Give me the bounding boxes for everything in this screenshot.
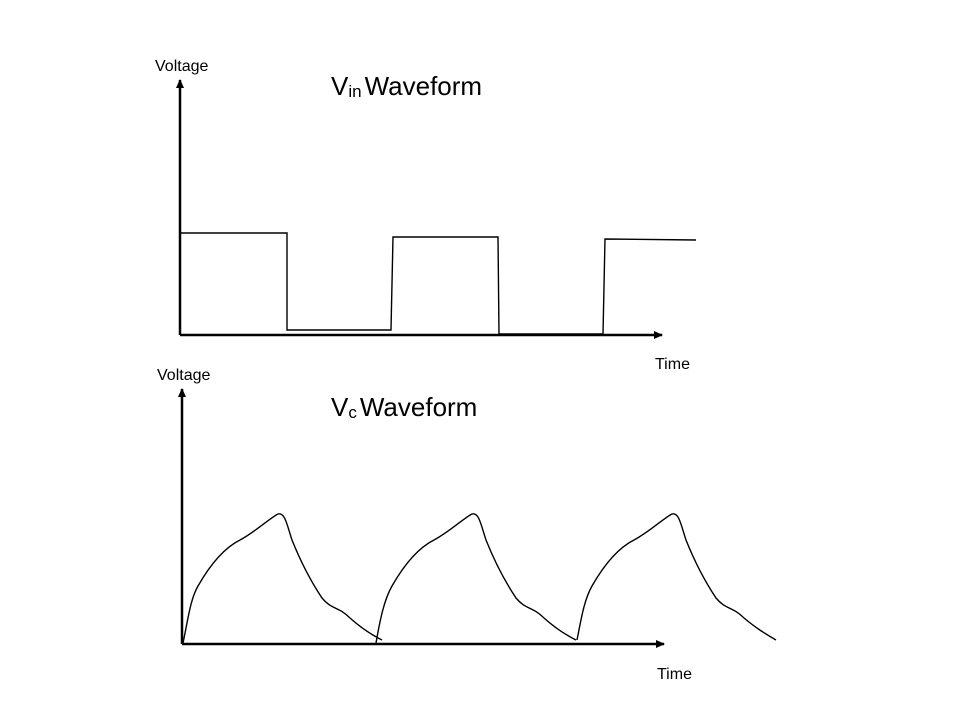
vin-title-main: V [331, 71, 349, 101]
vin-title: Vin Waveform [331, 71, 483, 101]
vc-x-axis-label: Time [657, 666, 692, 683]
vin-y-axis-label: Voltage [155, 58, 209, 75]
vc-title-subscript: c [348, 403, 357, 422]
vin-title-subscript: in [348, 82, 362, 101]
vc-title-rest: Waveform [359, 392, 478, 422]
vin-title-rest: Waveform [364, 71, 483, 101]
vin-square-wave [180, 232, 697, 335]
vc-panel [178, 388, 777, 648]
vc-capacitor-wave [182, 513, 777, 644]
vc-title: Vc Waveform [331, 392, 478, 422]
vin-x-axis-label: Time [655, 356, 690, 373]
vc-y-axis-label: Voltage [157, 367, 211, 384]
vc-title-main: V [331, 392, 349, 422]
vin-panel [176, 79, 697, 339]
